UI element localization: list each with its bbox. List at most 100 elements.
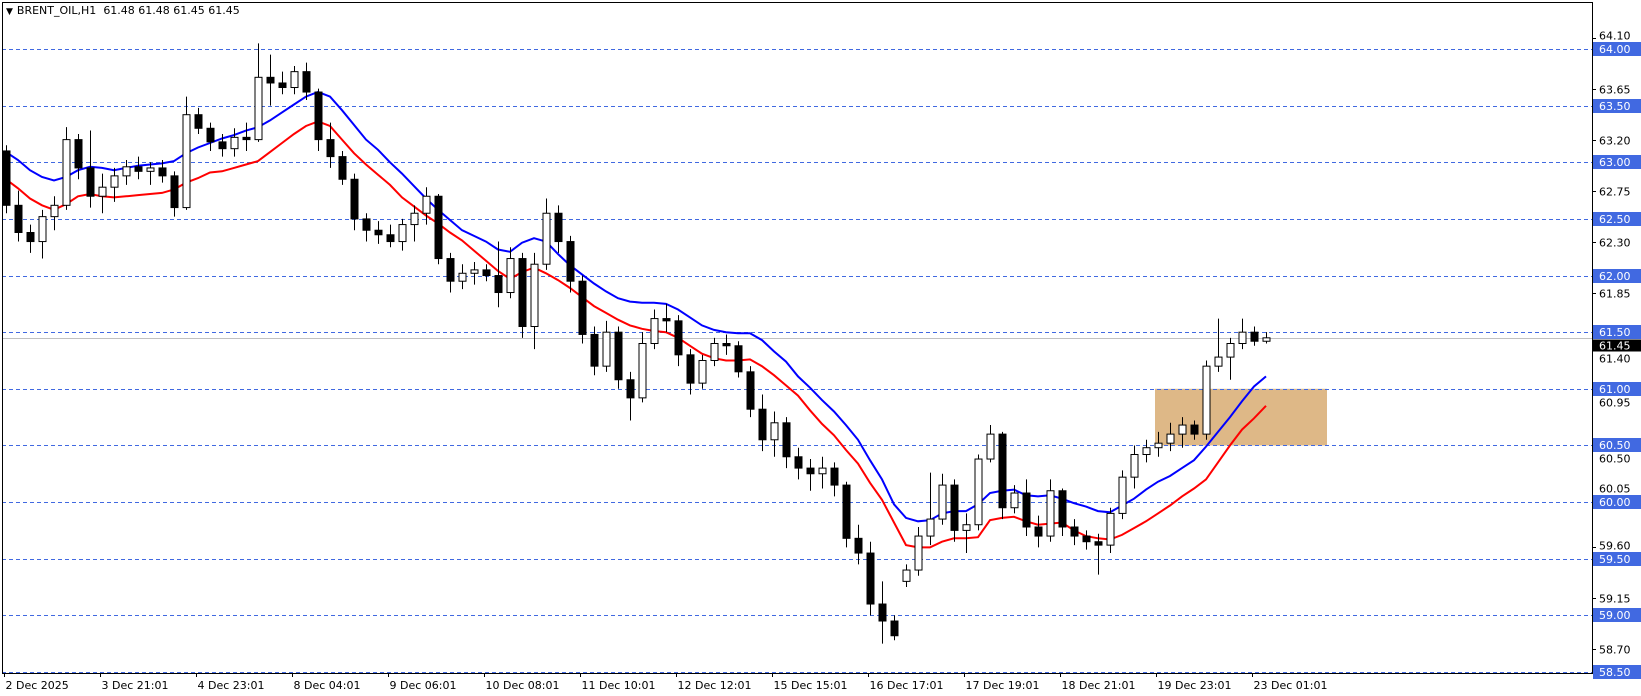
candle — [1190, 420, 1199, 440]
candle — [1130, 445, 1139, 489]
y-axis-tick-label: 61.85 — [1599, 288, 1631, 301]
candle-body-bearish — [866, 552, 875, 605]
candle — [722, 334, 731, 355]
candle-body-bearish — [2, 150, 11, 206]
candle-body-bearish — [326, 139, 335, 158]
price-level-label: 59.50 — [1599, 553, 1631, 566]
candle-body-bullish — [986, 433, 995, 460]
candle-body-bearish — [590, 333, 599, 367]
candle-body-bullish — [926, 518, 935, 537]
y-axis-tick-label: 62.30 — [1599, 237, 1631, 250]
candle — [902, 564, 911, 588]
candle — [182, 96, 191, 210]
x-axis-tick-label: 10 Dec 08:01 — [486, 679, 560, 692]
candle-body-bullish — [818, 467, 827, 475]
candle-body-bearish — [554, 212, 563, 243]
candle-body-bearish — [158, 167, 167, 177]
candle-body-bearish — [14, 204, 23, 233]
candle — [122, 160, 131, 185]
candle — [770, 411, 779, 457]
candle — [506, 247, 515, 299]
candle — [362, 213, 371, 242]
candle-body-bearish — [950, 484, 959, 531]
candle — [590, 326, 599, 376]
x-axis-tick-label: 18 Dec 21:01 — [1062, 679, 1136, 692]
price-level-label: 63.00 — [1599, 156, 1631, 169]
candle — [686, 349, 695, 395]
chart-header: ▼ BRENT_OIL,H1 61.48 61.48 61.45 61.45 — [6, 4, 240, 17]
candle — [542, 198, 551, 270]
candle-body-bearish — [206, 127, 215, 143]
candle — [926, 472, 935, 546]
x-axis-tick-label: 19 Dec 23:01 — [1158, 679, 1232, 692]
candle — [170, 171, 179, 217]
candle-body-bearish — [1094, 541, 1103, 546]
candle — [1070, 519, 1079, 546]
ohlc-values: 61.48 61.48 61.45 61.45 — [103, 4, 240, 17]
candle-body-bullish — [1202, 365, 1211, 435]
candle-body-bullish — [1226, 343, 1235, 358]
x-axis-tick-label: 17 Dec 19:01 — [966, 679, 1040, 692]
price-level-label-bg — [1593, 608, 1641, 622]
candle — [446, 252, 455, 293]
candle-body-bullish — [710, 343, 719, 361]
candle-body-bullish — [638, 343, 647, 399]
candle — [1010, 485, 1019, 514]
candle-body-bearish — [482, 269, 491, 277]
candle — [338, 150, 347, 185]
current-price-label-bg — [1593, 339, 1641, 352]
candle — [74, 133, 83, 180]
candle-body-bearish — [434, 195, 443, 260]
price-level-label: 60.00 — [1599, 496, 1631, 509]
candle-body-bearish — [758, 408, 767, 441]
candle-body-bullish — [1142, 447, 1151, 456]
candle-body-bullish — [650, 318, 659, 345]
candle-body-bullish — [506, 258, 515, 294]
candle — [26, 224, 35, 253]
symbol-label: BRENT_OIL,H1 — [16, 4, 97, 17]
candle — [194, 107, 203, 134]
y-axis-tick-label: 59.15 — [1599, 593, 1631, 606]
candle-body-bullish — [530, 263, 539, 328]
candle — [110, 167, 119, 202]
y-axis-tick-label: 60.50 — [1599, 453, 1631, 466]
candle-body-bullish — [962, 524, 971, 531]
price-level-label-bg — [1593, 382, 1641, 396]
candle — [398, 218, 407, 251]
candle — [626, 371, 635, 421]
candle-body-bullish — [1178, 424, 1187, 435]
y-axis-tick-label: 63.20 — [1599, 135, 1631, 148]
candle — [878, 581, 887, 644]
candle-body-bearish — [1250, 331, 1259, 342]
current-price-label: 61.45 — [1599, 340, 1631, 353]
candle-body-bullish — [98, 186, 107, 197]
candle — [950, 479, 959, 542]
candle-body-bullish — [290, 71, 299, 89]
price-zone-rectangle — [1155, 388, 1327, 446]
candle-body-bullish — [470, 269, 479, 274]
candle-body-bullish — [770, 422, 779, 441]
candle — [98, 173, 107, 214]
candle — [350, 173, 359, 231]
candle-body-bullish — [110, 175, 119, 188]
price-level-label-bg — [1593, 212, 1641, 226]
price-level-label-bg — [1593, 495, 1641, 509]
price-level-label-bg — [1593, 99, 1641, 113]
candle-body-bearish — [1034, 526, 1043, 537]
candle-body-bullish — [542, 212, 551, 265]
candle — [1082, 530, 1091, 550]
price-level-label: 62.00 — [1599, 270, 1631, 283]
candle — [158, 160, 167, 183]
candle-body-bearish — [194, 114, 203, 129]
dropdown-triangle-icon[interactable]: ▼ — [6, 7, 13, 17]
price-level-label-bg — [1593, 665, 1641, 679]
candle-body-bullish — [974, 458, 983, 526]
price-level-label: 61.00 — [1599, 383, 1631, 396]
candle — [674, 315, 683, 367]
candle-body-bullish — [1154, 442, 1163, 449]
candle — [794, 447, 803, 480]
candle-body-bearish — [830, 467, 839, 486]
candle — [434, 193, 443, 265]
candle-body-bearish — [674, 320, 683, 356]
